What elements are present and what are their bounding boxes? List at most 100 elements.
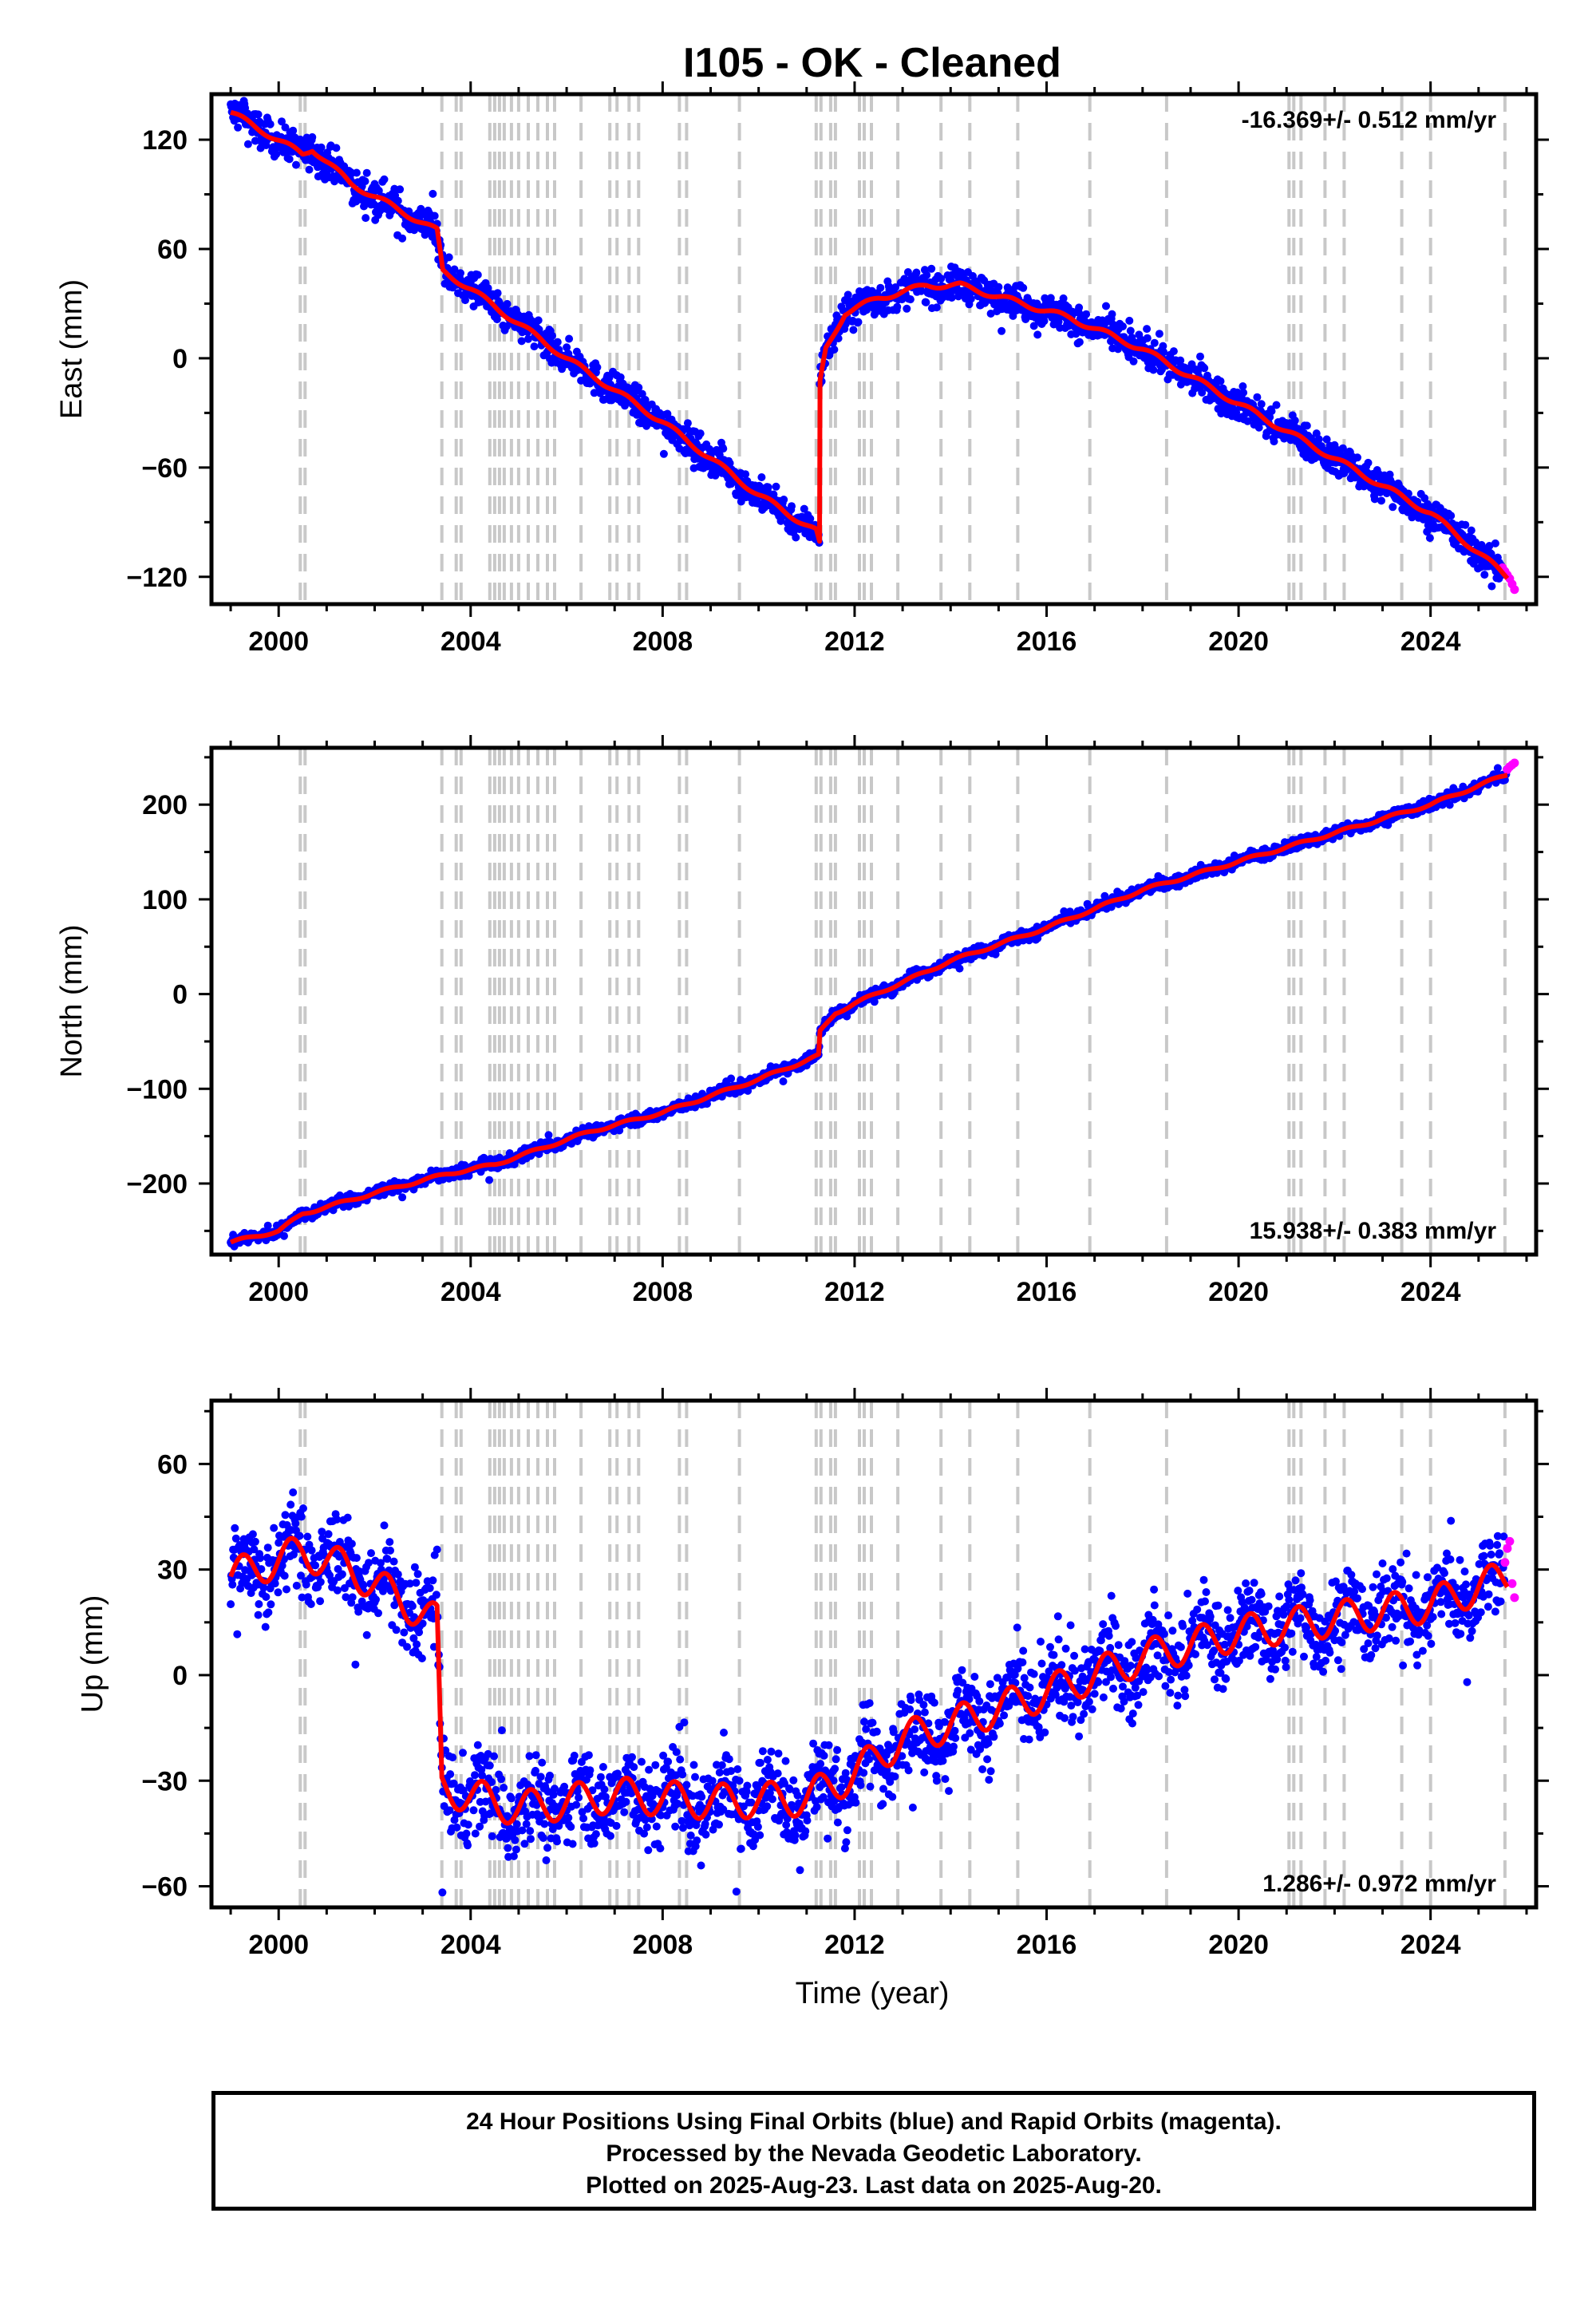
y-axis-label: North (mm) [55, 924, 89, 1077]
final-orbit-point [332, 144, 341, 152]
final-orbit-point [1143, 325, 1152, 334]
final-orbit-point [546, 1771, 554, 1780]
final-orbit-point [299, 1504, 307, 1512]
final-orbit-point [955, 964, 964, 973]
final-orbit-point [772, 482, 780, 491]
final-orbit-point [289, 1488, 298, 1496]
rapid-orbit-point [1510, 758, 1519, 768]
final-orbit-point [1238, 382, 1247, 390]
plot-frame [209, 92, 1539, 607]
final-orbit-point [362, 1630, 371, 1639]
y-tick-label: −100 [126, 1074, 188, 1105]
final-orbit-point [311, 1561, 320, 1570]
final-orbit-point [917, 287, 926, 295]
final-orbit-point [361, 214, 370, 223]
final-orbit-point [779, 1077, 788, 1085]
final-orbit-point [1253, 393, 1262, 401]
final-orbit-point [903, 304, 911, 313]
final-orbit-point [278, 117, 286, 126]
final-orbit-point [282, 1585, 290, 1594]
final-orbit-point [385, 1538, 394, 1547]
x-tick-label: 2020 [1208, 626, 1269, 657]
final-orbit-point [281, 1511, 290, 1520]
final-orbit-point [264, 1608, 273, 1617]
final-orbit-point [553, 1837, 561, 1846]
final-orbit-point [386, 1546, 394, 1555]
x-tick-label: 2008 [633, 626, 693, 657]
final-orbit-point [490, 1752, 499, 1761]
final-orbit-point [452, 1823, 461, 1832]
final-orbit-point [307, 1546, 316, 1555]
final-orbit-point [1143, 334, 1152, 342]
final-orbit-point [389, 1557, 398, 1566]
final-orbit-point [261, 1622, 270, 1631]
final-orbit-point [727, 1074, 736, 1083]
final-orbit-point [306, 1600, 315, 1608]
final-orbit-point [497, 1726, 506, 1735]
final-orbit-point [780, 496, 788, 504]
final-orbit-point [1149, 366, 1158, 374]
final-orbit-point [374, 1609, 382, 1618]
final-orbit-point [297, 1512, 306, 1521]
final-orbit-point [285, 155, 294, 164]
final-orbit-point [986, 310, 995, 318]
x-tick-label: 2004 [440, 626, 501, 657]
final-orbit-point [280, 1231, 288, 1240]
final-orbit-point [263, 1543, 272, 1552]
final-orbit-point [1176, 356, 1185, 365]
x-tick-label: 2016 [1017, 1277, 1077, 1307]
final-orbit-point [531, 1751, 540, 1760]
final-orbit-point [1243, 417, 1252, 425]
final-orbit-point [263, 1221, 272, 1230]
final-orbit-point [733, 491, 742, 500]
final-orbit-point [906, 295, 915, 304]
final-orbit-point [291, 1519, 300, 1528]
x-tick-label: 2000 [248, 626, 309, 657]
final-orbit-point [1272, 401, 1281, 409]
final-orbit-point [693, 454, 702, 463]
final-orbit-point [493, 289, 502, 298]
final-orbit-point [429, 189, 437, 198]
final-orbit-point [544, 1131, 553, 1140]
final-orbit-point [351, 1660, 360, 1669]
final-orbit-point [461, 296, 469, 305]
final-orbit-point [1290, 416, 1299, 425]
final-orbit-point [1129, 357, 1138, 366]
final-orbit-point [564, 1813, 573, 1822]
final-orbit-point [719, 445, 728, 453]
final-orbit-point [543, 1844, 551, 1852]
x-tick-label: 2012 [824, 1277, 885, 1307]
final-orbit-point [433, 1545, 441, 1554]
final-orbit-point [430, 211, 439, 220]
final-orbit-point [800, 504, 808, 513]
final-orbit-point [270, 1524, 279, 1532]
final-orbit-point [1082, 310, 1091, 318]
final-orbit-point [1155, 330, 1163, 338]
final-orbit-point [425, 1584, 434, 1592]
final-orbit-point [469, 1806, 478, 1815]
final-orbit-point [348, 1593, 357, 1602]
final-orbit-point [1033, 330, 1042, 339]
final-orbit-point [432, 1591, 440, 1599]
final-orbit-point [553, 338, 562, 346]
final-orbit-point [292, 160, 300, 169]
final-orbit-point [362, 168, 371, 177]
final-orbit-point [891, 283, 900, 291]
final-orbit-point [255, 1554, 264, 1563]
final-orbit-point [471, 1771, 479, 1780]
velocity-label: 15.938+/- 0.383 mm/yr [1250, 1218, 1497, 1244]
final-orbit-point [417, 1654, 426, 1662]
final-orbit-point [927, 264, 936, 273]
final-orbit-point [456, 269, 464, 278]
final-orbit-point [1040, 317, 1049, 326]
final-orbit-point [1102, 302, 1110, 310]
final-orbit-point [1370, 495, 1379, 504]
final-orbit-point [372, 1595, 380, 1604]
final-orbit-point [1491, 539, 1499, 547]
y-tick-label: −200 [126, 1169, 188, 1199]
y-tick-label: 100 [142, 885, 188, 915]
velocity-label: -16.369+/- 0.512 mm/yr [1242, 107, 1497, 133]
final-orbit-point [471, 1829, 480, 1838]
final-orbit-point [289, 126, 298, 135]
